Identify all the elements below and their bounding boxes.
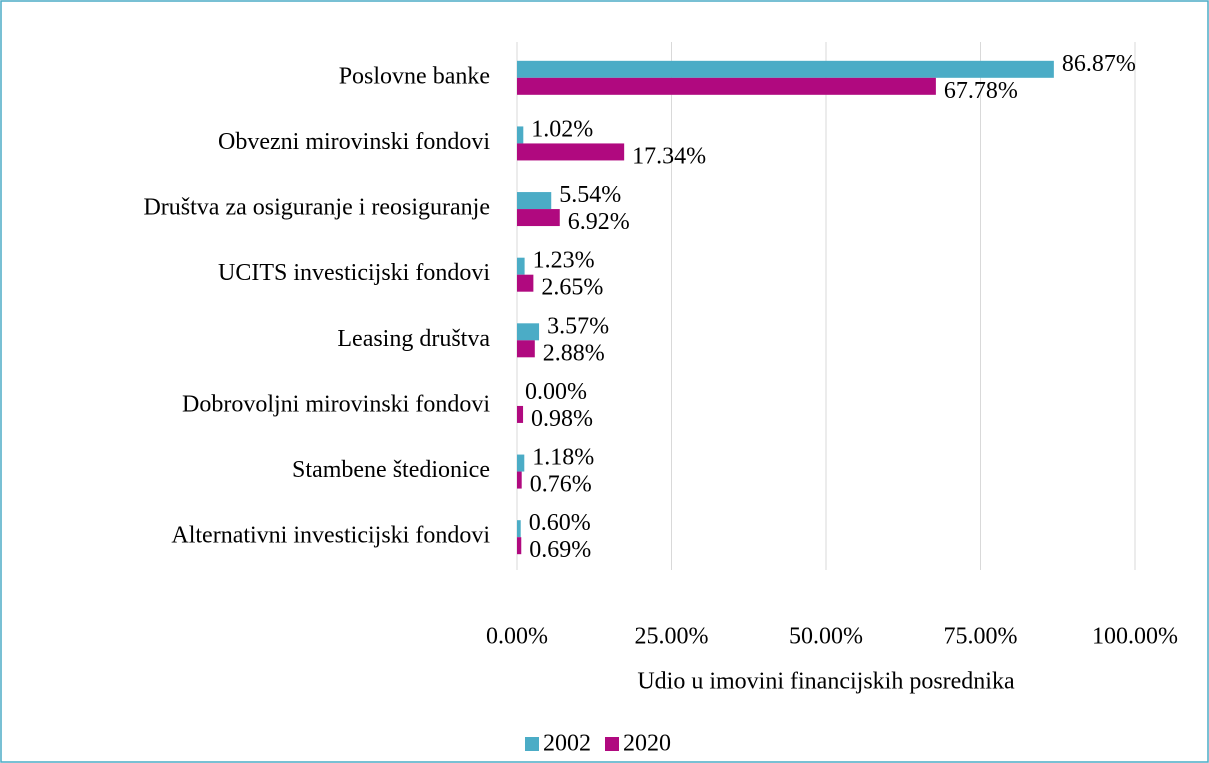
bar: [517, 520, 521, 538]
x-tick-label: 100.00%: [1092, 624, 1178, 650]
value-label: 2.65%: [541, 275, 603, 301]
legend-label: 2020: [623, 731, 671, 757]
y-tick-label: Leasing društva: [337, 326, 490, 352]
x-tick-label: 50.00%: [789, 624, 863, 650]
y-tick-label: Poslovne banke: [339, 63, 490, 89]
value-label: 5.54%: [559, 182, 621, 208]
bar: [517, 77, 936, 95]
y-tick-label: Alternativni investicijski fondovi: [171, 523, 490, 549]
x-axis-label: Udio u imovini financijskih posrednika: [637, 669, 1015, 695]
bar: [517, 454, 525, 472]
bar: [517, 537, 522, 555]
x-tick-label: 25.00%: [635, 624, 709, 650]
y-tick-label: UCITS investicijski fondovi: [218, 260, 490, 286]
bar: [517, 471, 522, 489]
y-tick-label: Obvezni mirovinski fondovi: [218, 129, 490, 155]
value-label: 86.87%: [1062, 51, 1136, 77]
bar: [517, 60, 1054, 78]
bar: [517, 405, 524, 423]
bar: [517, 126, 524, 144]
value-label: 17.34%: [632, 143, 706, 169]
bar: [517, 143, 625, 161]
x-tick-label: 0.00%: [486, 624, 548, 650]
bar: [517, 209, 560, 227]
value-label: 0.76%: [530, 472, 592, 498]
value-label: 2.88%: [543, 340, 605, 366]
bar: [517, 257, 525, 275]
value-label: 0.69%: [529, 537, 591, 563]
value-label: 1.02%: [531, 116, 593, 142]
y-tick-label: Društva za osiguranje i reosiguranje: [143, 195, 490, 221]
value-label: 1.23%: [533, 248, 595, 274]
legend-label: 2002: [543, 731, 591, 757]
bar: [517, 192, 552, 210]
value-label: 0.98%: [531, 406, 593, 432]
bar: [517, 340, 535, 358]
value-label: 0.60%: [529, 510, 591, 536]
bar: [517, 323, 540, 341]
x-tick-label: 75.00%: [944, 624, 1018, 650]
value-label: 67.78%: [944, 78, 1018, 104]
value-label: 3.57%: [547, 313, 609, 339]
y-tick-label: Dobrovoljni mirovinski fondovi: [182, 391, 490, 417]
bar: [517, 274, 534, 292]
value-label: 1.18%: [532, 445, 594, 471]
y-tick-label: Stambene štedionice: [292, 457, 490, 483]
legend-swatch: [525, 737, 539, 751]
legend-swatch: [605, 737, 619, 751]
value-label: 6.92%: [568, 209, 630, 235]
value-label: 0.00%: [525, 379, 587, 405]
